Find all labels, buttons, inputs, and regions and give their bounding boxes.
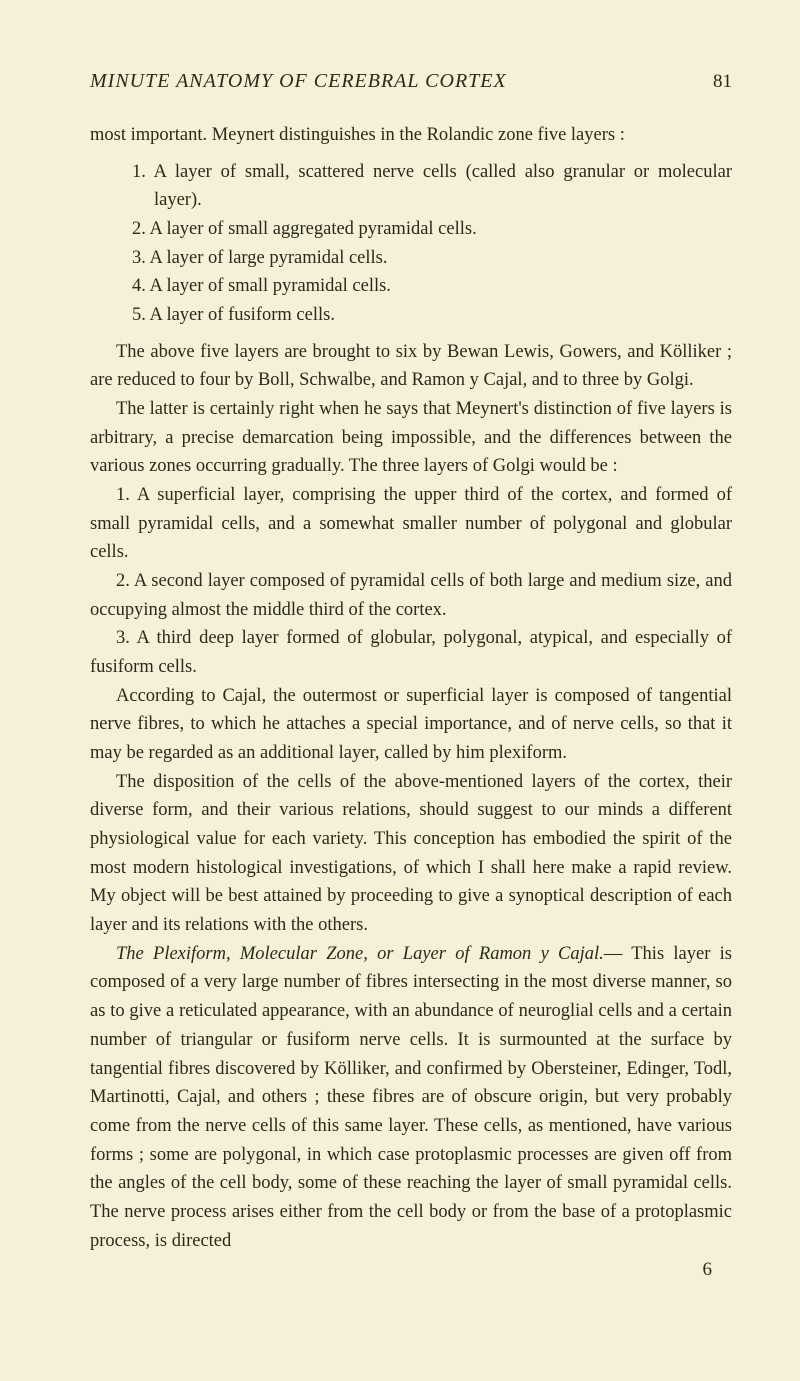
body-paragraph: 1. A superficial layer, comprising the u…: [90, 481, 732, 567]
section-title-italic: The Plexiform, Molecular Zone, or Layer …: [116, 944, 604, 964]
running-title: MINUTE ANATOMY OF CEREBRAL CORTEX: [90, 70, 507, 93]
list-item: 2. A layer of small aggregated pyramidal…: [132, 215, 732, 244]
body-paragraph-plexiform: The Plexiform, Molecular Zone, or Layer …: [90, 940, 732, 1255]
list-item: 3. A layer of large pyramidal cells.: [132, 244, 732, 273]
body-text: — This layer is composed of a very large…: [90, 944, 732, 1251]
list-item: 4. A layer of small pyramidal cells.: [132, 272, 732, 301]
page-header: MINUTE ANATOMY OF CEREBRAL CORTEX 81: [90, 70, 732, 93]
body-paragraph: 2. A second layer composed of pyramidal …: [90, 567, 732, 624]
body-paragraph: The latter is certainly right when he sa…: [90, 395, 732, 481]
body-paragraph: The above five layers are brought to six…: [90, 338, 732, 395]
page-number: 81: [713, 71, 732, 93]
list-item: 1. A layer of small, scattered nerve cel…: [132, 158, 732, 215]
list-item: 5. A layer of fusiform cells.: [132, 301, 732, 330]
body-paragraph: 3. A third deep layer formed of globular…: [90, 624, 732, 681]
body-paragraph: According to Cajal, the outermost or sup…: [90, 682, 732, 768]
body-paragraph: The disposition of the cells of the abov…: [90, 768, 732, 940]
numbered-list-1: 1. A layer of small, scattered nerve cel…: [132, 158, 732, 330]
signature-number: 6: [90, 1259, 732, 1281]
intro-paragraph: most important. Meynert distinguishes in…: [90, 121, 732, 150]
